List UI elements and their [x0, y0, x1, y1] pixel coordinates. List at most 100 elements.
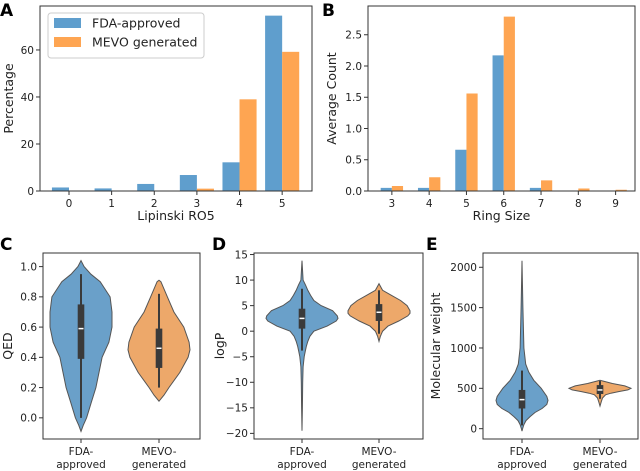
legend-swatch: [54, 18, 81, 28]
legend-swatch: [54, 37, 81, 47]
y-tick-label: 5: [241, 300, 248, 312]
bar-mevo-4: [429, 177, 441, 191]
x-tick-label: MEVO-: [361, 446, 396, 458]
bar-fda-5: [455, 149, 467, 191]
legend-frame: [47, 12, 205, 59]
bar-fda-2: [137, 183, 155, 191]
y-tick-label: 0.2: [20, 382, 37, 394]
x-tick-label: 6: [500, 198, 507, 210]
y-tick-label: 2.0: [345, 61, 362, 73]
bar-mevo-8: [578, 188, 590, 191]
x-tick-label: 5: [279, 198, 286, 210]
x-tick-label: FDA-: [290, 446, 315, 458]
y-tick-label: 40: [21, 92, 34, 104]
panel-letter: E: [426, 235, 438, 255]
y-tick-label: 0.0: [345, 186, 362, 198]
y-axis-label: logP: [212, 332, 227, 359]
y-tick-label: −10: [226, 377, 248, 389]
y-tick-label: 20: [21, 139, 34, 151]
y-tick-label: 0.8: [20, 292, 37, 304]
x-tick-label: 4: [426, 198, 433, 210]
y-tick-label: 10: [235, 275, 248, 287]
x-tick-label: 5: [463, 198, 470, 210]
axes-frame: [367, 5, 636, 192]
x-tick-label: approved: [56, 459, 106, 471]
x-tick-label: generated: [573, 459, 627, 471]
x-tick-label: generated: [132, 459, 186, 471]
bar-mevo-4: [239, 99, 257, 191]
x-tick-label: 3: [389, 198, 396, 210]
y-tick-label: 0: [27, 186, 34, 198]
y-tick-label: 0: [470, 423, 477, 435]
panel-C: C 0.0 0.2 0.4 0.6 0.8 1.0 QED FDA-approved MEVO-g…: [0, 235, 201, 471]
y-tick-label: 500: [457, 383, 477, 395]
bar-mevo-3: [391, 186, 404, 191]
bar-mevo-6: [503, 16, 515, 191]
bar-fda-1: [94, 188, 112, 191]
y-axis-label: Percentage: [1, 63, 16, 134]
y-axis-label: Average Count: [324, 52, 339, 145]
y-axis-label: Molecular weight: [428, 293, 443, 400]
y-tick-label: −5: [233, 352, 248, 364]
bar-mevo-3: [196, 188, 214, 191]
x-tick-label: MEVO-: [582, 446, 617, 458]
bar-fda-7: [529, 187, 542, 191]
bar-fda-3: [179, 175, 197, 191]
x-tick-label: 0: [66, 198, 73, 210]
y-tick-label: 0.4: [20, 352, 37, 364]
y-tick-label: 0.6: [20, 322, 37, 334]
y-tick-label: 0.5: [345, 155, 362, 167]
panel-letter: B: [322, 1, 335, 21]
y-tick-label: 0: [241, 326, 248, 338]
y-tick-label: −15: [226, 403, 248, 415]
legend: FDA-approved MEVO generated: [47, 12, 205, 59]
axes-frame: [482, 252, 639, 440]
panel-letter: A: [0, 1, 14, 21]
violin-iqr-box: [77, 304, 85, 359]
y-tick-label: 0.0: [20, 413, 37, 425]
x-tick-label: 4: [236, 198, 243, 210]
x-tick-label: FDA-: [510, 446, 535, 458]
x-tick-label: 8: [575, 198, 582, 210]
y-tick-label: 1.5: [345, 92, 362, 104]
x-axis-label: Lipinski RO5: [137, 208, 214, 223]
bar-fda-6: [492, 55, 504, 191]
x-tick-label: approved: [497, 459, 547, 471]
panel-D: D −20 −15 −10 −5 0 5 10 15 logP FDA-approved MEVO-g…: [212, 235, 424, 471]
y-tick-label: 1500: [450, 302, 477, 314]
y-tick-label: 2000: [450, 262, 477, 274]
x-tick-label: FDA-: [69, 446, 94, 458]
y-tick-label: −20: [226, 428, 248, 440]
panel-E: E 0 500 1000 1500 2000 Molecular weight FDA-app…: [426, 235, 639, 471]
bar-mevo-5: [282, 51, 300, 192]
legend-label: MEVO generated: [92, 35, 197, 50]
y-tick-label: 2.5: [345, 30, 362, 42]
axes-frame: [39, 5, 313, 192]
x-tick-label: 1: [108, 198, 115, 210]
panel-B: B 0.0 0.5 1.0 1.5 2.0 2.5 Average Count 3 4 5 6 7 8 9 R…: [322, 1, 636, 223]
bar-fda-4: [222, 162, 240, 191]
bar-mevo-7: [541, 180, 553, 191]
x-tick-label: 9: [612, 198, 619, 210]
bar-fda-5: [265, 15, 283, 192]
panel-A: A 0 20 40 60 Percentage 0 1 2 3 4 5 Lipinski RO5 FDA-…: [0, 1, 313, 223]
y-tick-label: 60: [21, 45, 34, 57]
x-tick-label: MEVO-: [141, 446, 176, 458]
panel-letter: C: [0, 235, 12, 255]
panel-letter: D: [212, 235, 226, 255]
legend-label: FDA-approved: [92, 16, 180, 31]
bar-fda-4: [417, 187, 430, 191]
y-tick-label: 15: [235, 249, 248, 261]
axes-frame: [253, 252, 424, 440]
y-tick-label: 1.0: [345, 123, 362, 135]
x-axis-label: Ring Size: [473, 208, 531, 223]
bar-fda-0: [51, 187, 69, 191]
y-tick-label: 1000: [450, 343, 477, 355]
y-tick-label: 1.0: [20, 261, 37, 273]
bar-mevo-9: [615, 189, 627, 191]
axes-frame: [42, 252, 201, 440]
y-axis-label: QED: [0, 332, 15, 359]
x-tick-label: 3: [194, 198, 201, 210]
x-tick-label: generated: [352, 459, 406, 471]
